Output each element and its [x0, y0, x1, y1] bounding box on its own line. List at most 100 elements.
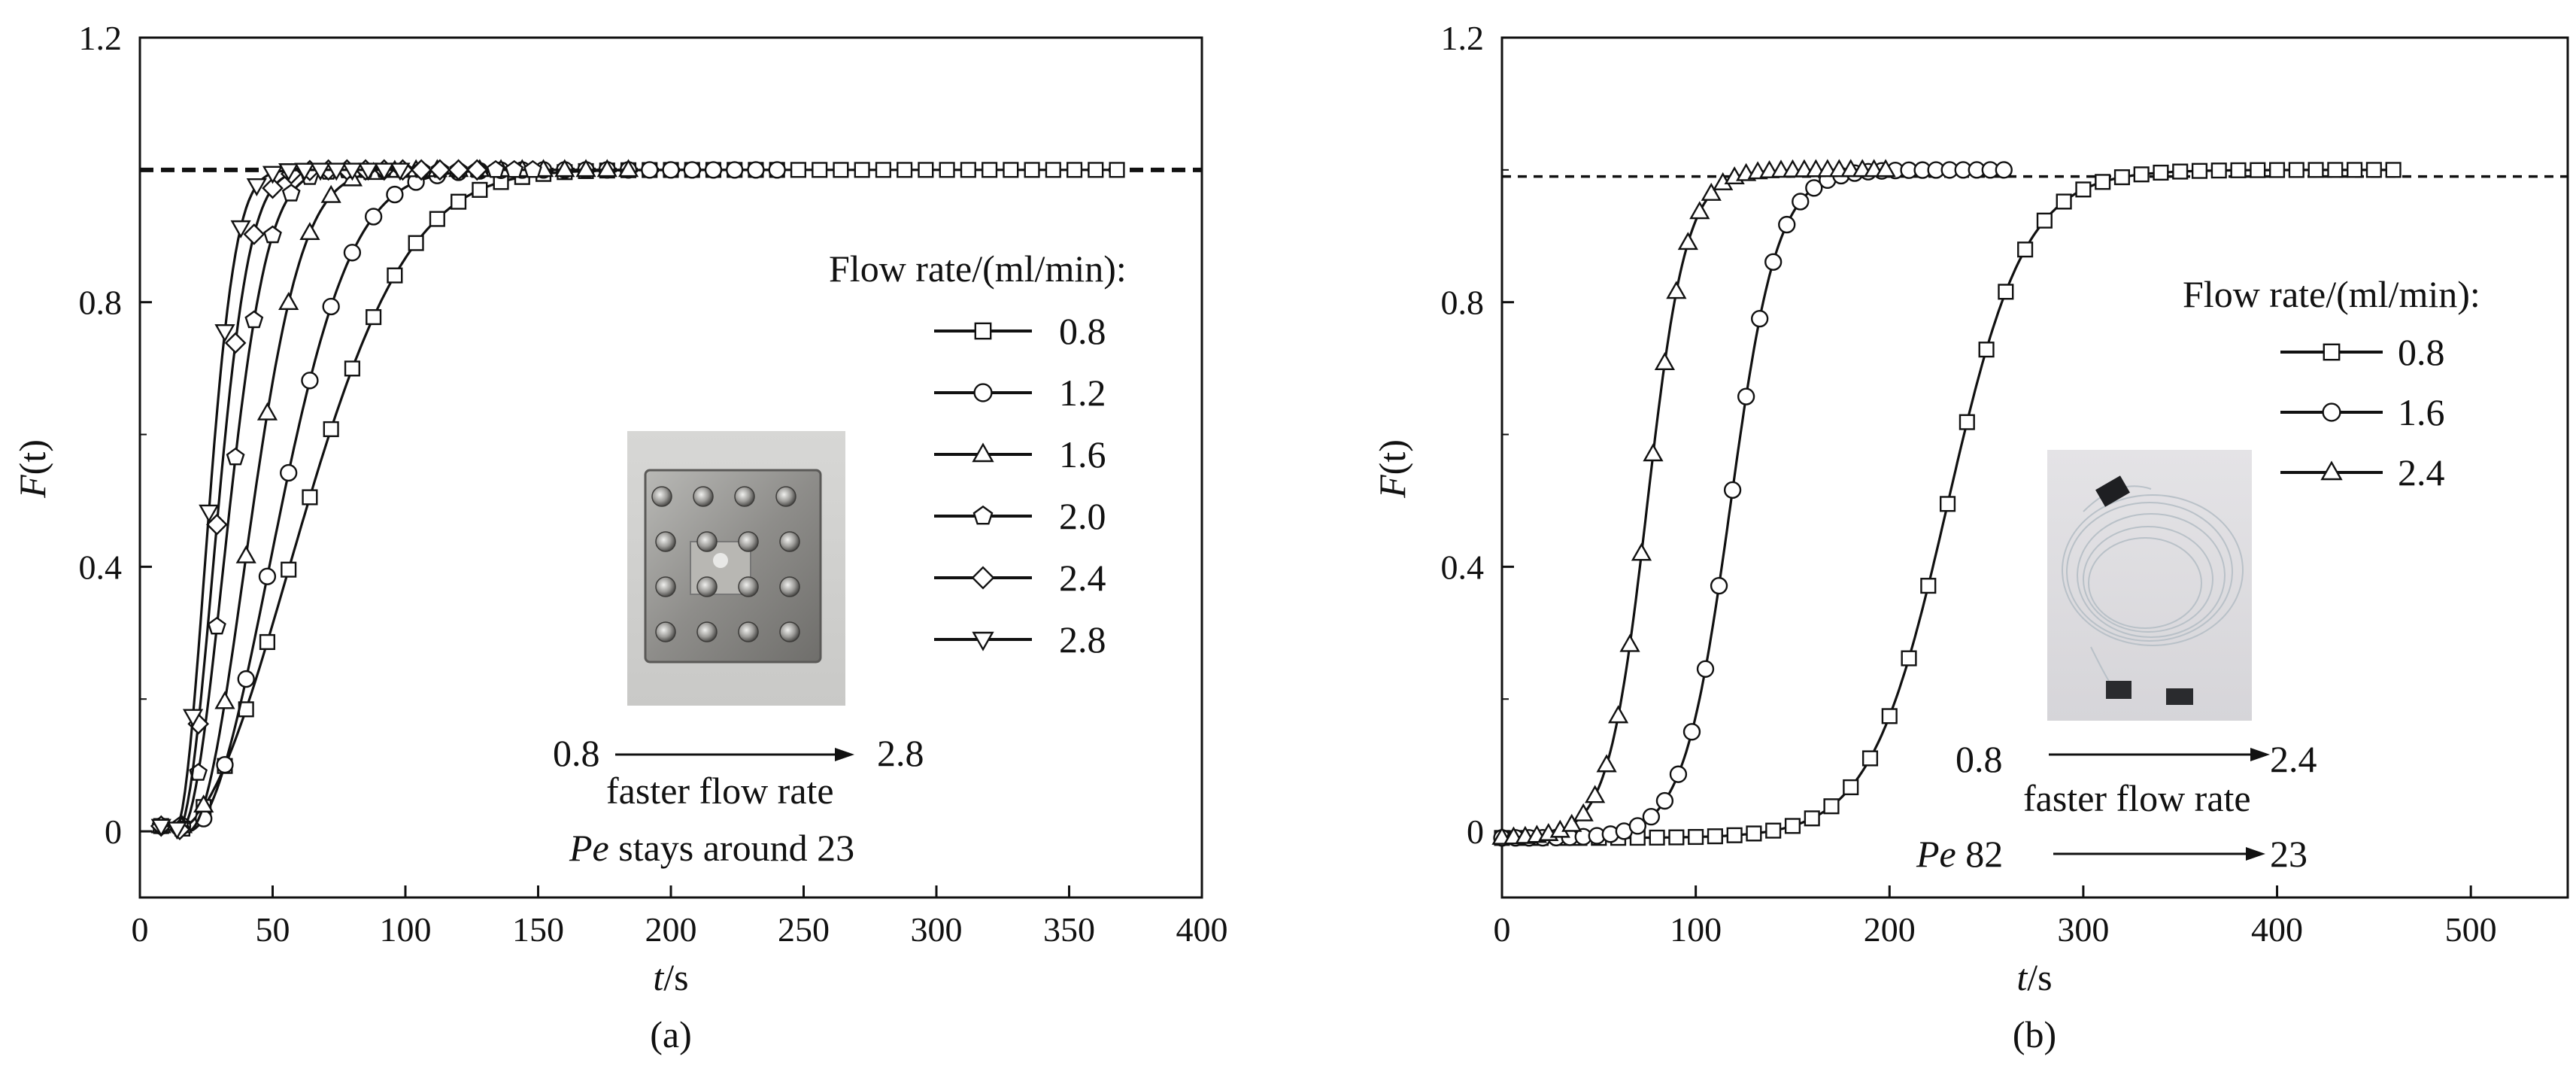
data-point: [1067, 162, 1083, 178]
legend-label: 2.4: [2398, 451, 2445, 494]
panel-a-inset-photo: [627, 431, 845, 706]
legend-label: 1.6: [2398, 391, 2445, 433]
panel-b-pe-to: 23: [2270, 833, 2307, 875]
series-2.4: [1491, 159, 1896, 845]
data-point: [1677, 232, 1698, 251]
data-point: [1696, 660, 1715, 678]
x-tick-label: 300: [2057, 910, 2109, 949]
data-point: [262, 177, 284, 199]
data-point: [2385, 162, 2402, 178]
data-point: [1804, 810, 1820, 827]
data-point: [662, 161, 680, 179]
data-point: [704, 161, 723, 179]
legend-marker: [974, 322, 992, 340]
panel-b-ylabel: F(t): [1371, 439, 1413, 499]
data-point: [281, 184, 301, 202]
data-point: [226, 447, 245, 466]
data-point: [206, 513, 228, 536]
y-tick-label: 0.8: [79, 284, 123, 322]
data-point: [2075, 181, 2092, 198]
coiled-tubing-image: [2062, 475, 2244, 705]
bolt-head: [779, 576, 800, 597]
data-point: [2036, 212, 2053, 229]
panel-a: 0 50 100 150 200 250 300 350 400 0 0.4 0.8 1.2 Flow …: [11, 19, 1228, 1055]
panel-a-arrow-to: 2.8: [877, 732, 924, 774]
data-point: [1861, 750, 1879, 767]
y-tick-label: 1.2: [79, 19, 123, 57]
panel-a-ticks: 0 50 100 150 200 250 300 350 400 0 0.4 0.8 1.2: [79, 19, 1228, 949]
data-point: [472, 181, 488, 198]
data-point: [897, 162, 913, 178]
data-point: [790, 162, 806, 178]
data-point: [2268, 162, 2286, 178]
panel-b-label: (b): [2013, 1013, 2056, 1055]
data-point: [386, 185, 404, 204]
data-point: [1024, 162, 1040, 178]
data-point: [1920, 578, 1937, 594]
data-point: [214, 691, 235, 709]
legend-marker: [972, 631, 994, 651]
bolt-head: [651, 486, 672, 507]
bolt-head: [734, 486, 755, 507]
data-point: [960, 162, 976, 178]
data-point: [875, 162, 891, 178]
legend-item: 2.0: [934, 495, 1106, 537]
panel-a-label: (a): [650, 1013, 692, 1055]
data-point: [1689, 201, 1710, 220]
data-point: [726, 161, 744, 179]
bolt-head: [779, 531, 800, 552]
bolt-head: [738, 576, 759, 597]
x-tick-label: 250: [778, 910, 830, 949]
data-point: [429, 211, 445, 227]
bolt-head: [738, 621, 759, 642]
legend-label: 2.0: [1059, 495, 1106, 537]
x-tick-label: 0: [1494, 910, 1511, 949]
legend-marker: [972, 442, 994, 463]
data-point: [258, 567, 277, 585]
reactor-block-image: [644, 469, 822, 664]
y-tick-label: 0.4: [1441, 548, 1485, 586]
data-point: [1792, 193, 1810, 211]
data-point: [982, 162, 998, 178]
data-point: [214, 324, 235, 343]
data-point: [747, 161, 765, 179]
bolt-head: [696, 576, 718, 597]
legend-label: 0.8: [2398, 331, 2445, 373]
data-point: [310, 162, 331, 181]
series-2.4: [150, 159, 488, 840]
data-point: [366, 308, 382, 326]
data-point: [1978, 342, 1995, 358]
panel-a-annotations: 0.8 2.8 faster flow rate Pe stays around…: [553, 732, 924, 869]
data-point: [554, 159, 575, 178]
data-point: [344, 360, 360, 377]
data-point: [1596, 754, 1617, 773]
data-point: [812, 162, 828, 178]
data-point: [2347, 162, 2363, 178]
data-point: [1109, 162, 1125, 178]
data-point: [199, 504, 220, 523]
bolt-head: [655, 531, 676, 552]
panel-b-arrow-head: [2250, 748, 2270, 761]
legend-marker: [2320, 460, 2343, 481]
x-tick-label: 350: [1043, 910, 1095, 949]
panel-b-legend: Flow rate/(ml/min): 0.8 1.6 2.4: [2183, 273, 2480, 494]
x-tick-label: 100: [1670, 910, 1722, 949]
data-point: [1746, 825, 1762, 842]
data-point: [2288, 162, 2304, 178]
series-0.8: [1494, 162, 2402, 846]
data-point: [326, 162, 347, 181]
y-tick-label: 0: [105, 812, 122, 851]
data-point: [1710, 576, 1728, 595]
x-tick-label: 400: [1176, 910, 1228, 949]
data-point: [1688, 828, 1704, 846]
data-point: [216, 755, 234, 774]
series-2.8: [150, 162, 411, 840]
data-point: [1765, 822, 1782, 839]
data-point: [1607, 705, 1629, 724]
data-point: [1642, 807, 1661, 826]
panel-b-pe-from: Pe 82: [1916, 833, 2003, 875]
data-point: [1003, 162, 1019, 178]
data-point: [1682, 723, 1701, 741]
bolt-head: [655, 621, 676, 642]
x-tick-label: 0: [132, 910, 149, 949]
